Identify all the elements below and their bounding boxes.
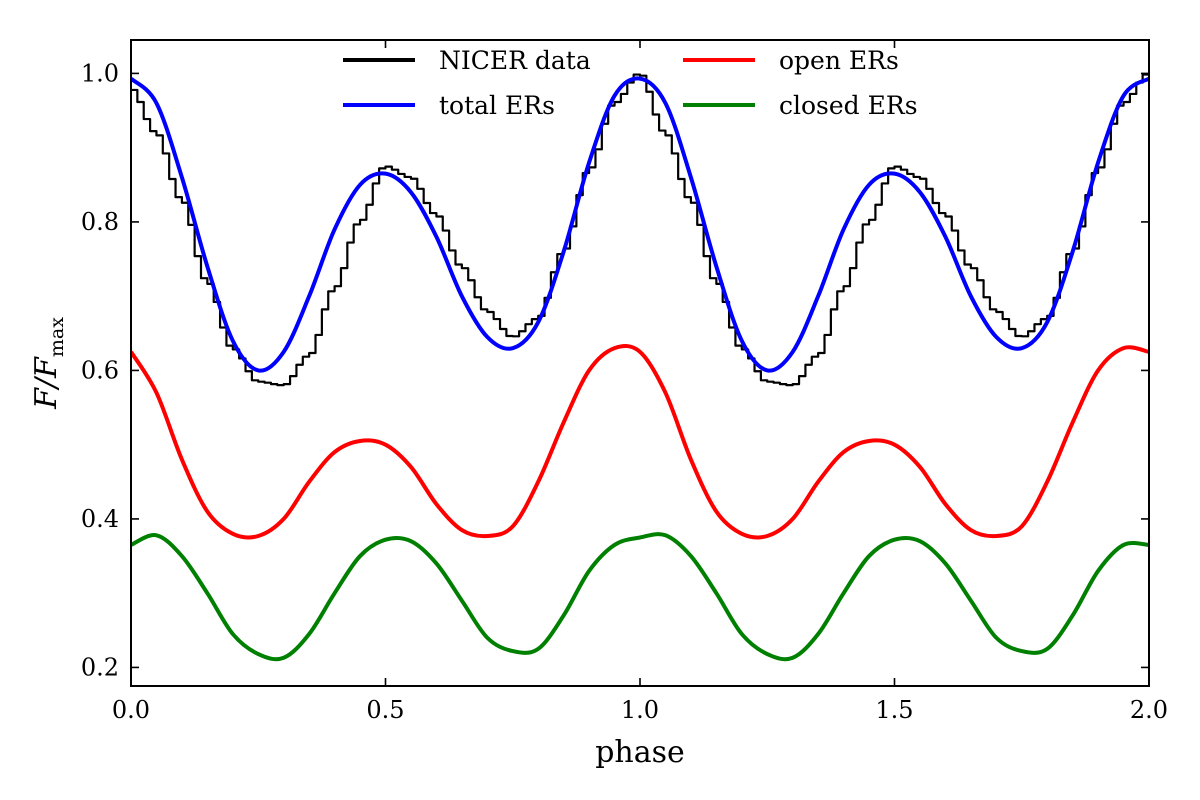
x-tick-label: 0.0 — [112, 696, 150, 724]
y-tick-label: 0.2 — [81, 653, 119, 681]
y-tick-label: 0.4 — [81, 505, 119, 533]
series-line-closed-ers — [131, 532, 1149, 662]
legend-item-nicer-data: NICER data — [343, 46, 591, 75]
legend-label-open-ers: open ERs — [779, 46, 899, 75]
series-line-total-ers — [131, 76, 1149, 373]
x-tick-label: 1.0 — [621, 696, 659, 724]
plot-area — [131, 73, 1149, 662]
x-axis-label: phase — [595, 735, 685, 770]
y-tick-label: 1.0 — [81, 59, 119, 87]
legend-label-total-ers: total ERs — [439, 91, 555, 120]
legend-item-closed-ers: closed ERs — [683, 91, 918, 120]
y-axis-label: F/Fmax — [29, 317, 68, 410]
series-line-open-ers — [131, 344, 1149, 540]
axis-ticks: 0.0 0.5 1.0 1.5 2.0 0.2 0.4 0.6 0.8 1.0 — [81, 40, 1168, 724]
x-tick-label: 0.5 — [366, 696, 404, 724]
legend: NICER data total ERs open ERs closed ERs — [343, 46, 918, 120]
legend-item-total-ers: total ERs — [343, 91, 555, 120]
legend-label-nicer-data: NICER data — [439, 46, 591, 75]
legend-label-closed-ers: closed ERs — [779, 91, 918, 120]
x-tick-label: 1.5 — [875, 696, 913, 724]
legend-item-open-ers: open ERs — [683, 46, 899, 75]
y-axis-label-main: F/F — [29, 356, 64, 410]
x-tick-label: 2.0 — [1130, 696, 1168, 724]
y-axis-label-sub: max — [46, 317, 68, 357]
y-tick-label: 0.6 — [81, 356, 119, 384]
y-tick-label: 0.8 — [81, 208, 119, 236]
series-line-nicer-data — [131, 73, 1149, 387]
